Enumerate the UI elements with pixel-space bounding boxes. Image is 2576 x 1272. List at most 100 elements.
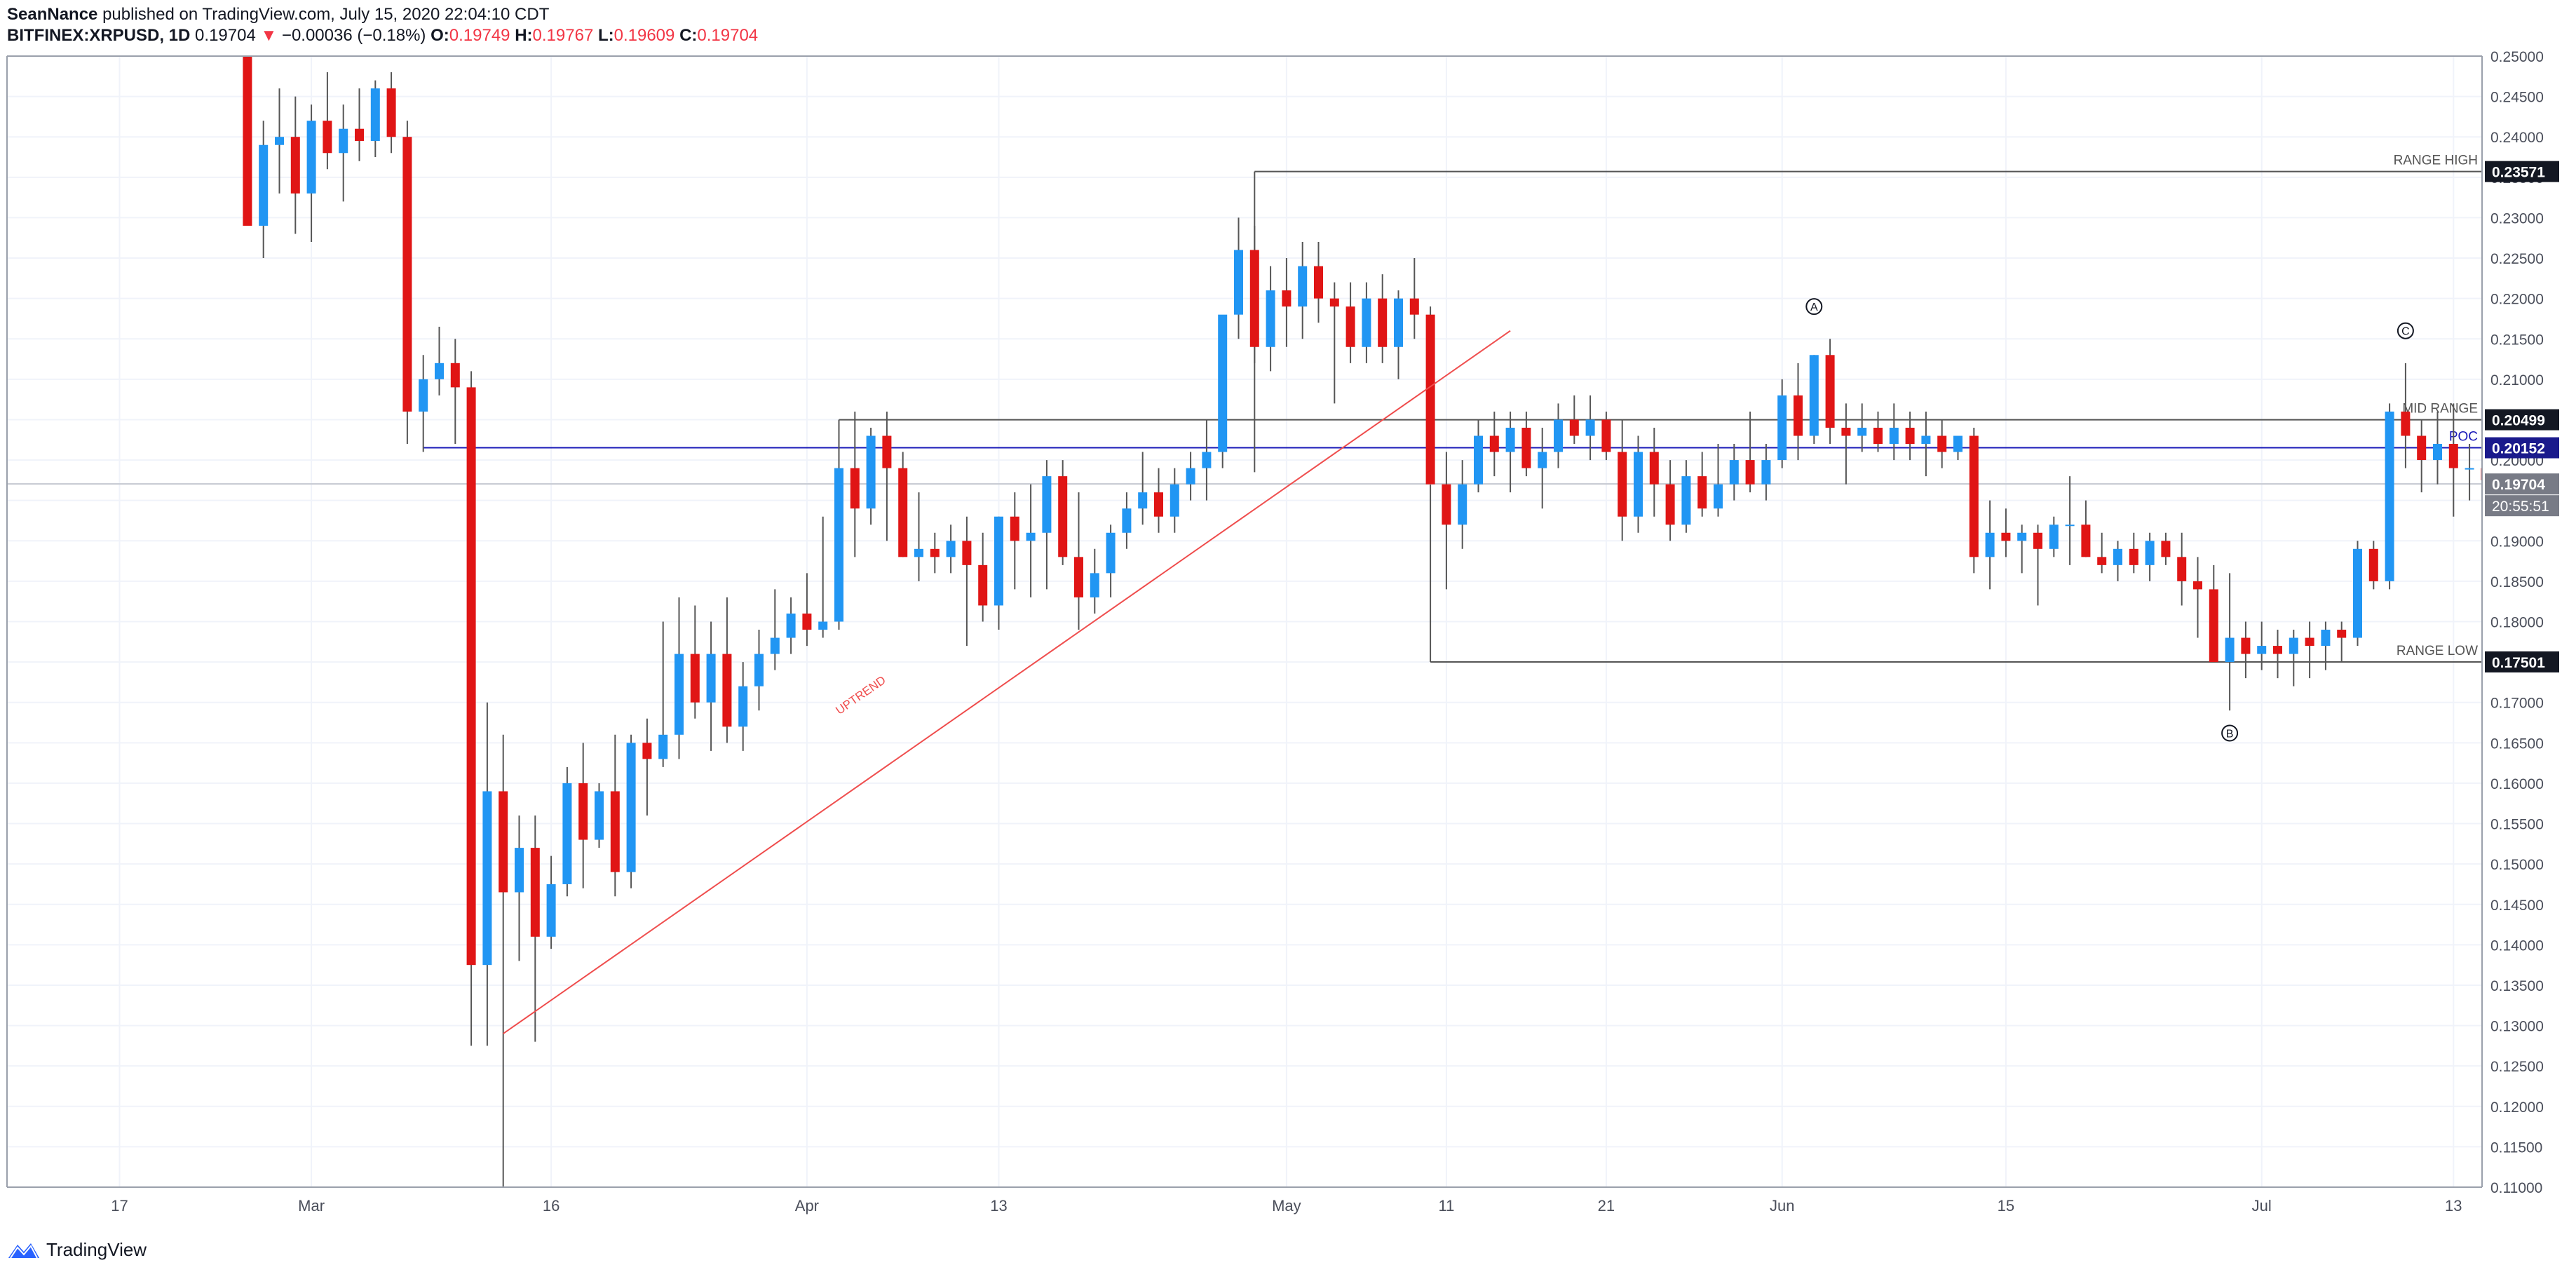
candle-up[interactable] xyxy=(1505,411,1515,493)
candle-down[interactable] xyxy=(1841,403,1851,485)
candle-up[interactable] xyxy=(946,525,956,574)
candle-down[interactable] xyxy=(1409,258,1419,339)
candle-up[interactable] xyxy=(1122,492,1132,549)
candle-up[interactable] xyxy=(306,104,316,242)
candle-up[interactable] xyxy=(2017,525,2027,574)
candle-up[interactable] xyxy=(259,121,269,259)
candle-down[interactable] xyxy=(1697,452,1707,517)
candle-down[interactable] xyxy=(1314,241,1323,323)
candle-up[interactable] xyxy=(1362,282,1371,363)
candle-down[interactable] xyxy=(1329,282,1339,404)
candle-down[interactable] xyxy=(466,371,476,1046)
candle-down[interactable] xyxy=(1489,411,1499,477)
candle-down[interactable] xyxy=(1745,411,1755,493)
candle-up[interactable] xyxy=(1634,435,1643,533)
candle-down[interactable] xyxy=(2273,630,2282,679)
candle-up[interactable] xyxy=(1777,379,1787,468)
time-axis[interactable]: 17Mar16Apr13May1121Jun15Jul13Aug17Sep14 xyxy=(111,1197,2576,1215)
candle-up[interactable] xyxy=(1298,241,1308,339)
candle-up[interactable] xyxy=(1953,435,1962,461)
candle-down[interactable] xyxy=(2209,564,2218,663)
candle-up[interactable] xyxy=(706,621,716,751)
candle-down[interactable] xyxy=(2033,525,2042,606)
candle-up[interactable] xyxy=(2321,621,2331,670)
candle-down[interactable] xyxy=(323,72,332,170)
candle-up[interactable] xyxy=(2225,573,2235,711)
candle-down[interactable] xyxy=(882,411,892,541)
candle-down[interactable] xyxy=(355,88,364,161)
candle-down[interactable] xyxy=(450,339,460,445)
candle-down[interactable] xyxy=(1969,427,1979,574)
candle-down[interactable] xyxy=(1282,258,1292,347)
candle-up[interactable] xyxy=(1474,419,1483,493)
candle-down[interactable] xyxy=(2097,532,2107,574)
candle-down[interactable] xyxy=(1154,468,1163,533)
candle-down[interactable] xyxy=(243,15,252,226)
candle-down[interactable] xyxy=(2081,500,2091,557)
candle-down[interactable] xyxy=(978,532,988,622)
candle-down[interactable] xyxy=(1074,492,1083,630)
tradingview-logo-icon[interactable] xyxy=(7,1239,41,1260)
candle-up[interactable] xyxy=(1921,411,1931,477)
candle-down[interactable] xyxy=(499,734,508,1187)
candle-up[interactable] xyxy=(1394,290,1403,379)
candle-up[interactable] xyxy=(1186,452,1195,501)
candle-up[interactable] xyxy=(2049,516,2059,557)
candle-up[interactable] xyxy=(562,766,572,897)
candle-down[interactable] xyxy=(930,532,940,574)
candle-down[interactable] xyxy=(1249,225,1259,363)
candle-up[interactable] xyxy=(754,630,764,711)
candle-up[interactable] xyxy=(1538,427,1547,509)
candle-up[interactable] xyxy=(834,435,843,630)
candle-up[interactable] xyxy=(435,326,444,395)
candle-up[interactable] xyxy=(546,855,556,949)
candle-up[interactable] xyxy=(1585,395,1595,461)
candle-down[interactable] xyxy=(1794,363,1803,461)
candle-up[interactable] xyxy=(2145,532,2155,581)
candle-down[interactable] xyxy=(402,121,412,445)
symbol-label[interactable]: BITFINEX:XRPUSD, 1D xyxy=(7,26,191,45)
candle-up[interactable] xyxy=(2065,476,2075,565)
candle-up[interactable] xyxy=(2385,403,2394,590)
author-name[interactable]: SeanNance xyxy=(7,5,98,24)
candle-down[interactable] xyxy=(1521,411,1531,477)
candle-down[interactable] xyxy=(530,816,540,1042)
candle-up[interactable] xyxy=(419,355,428,452)
candle-down[interactable] xyxy=(610,734,620,897)
candle-down[interactable] xyxy=(2001,508,2011,557)
candle-up[interactable] xyxy=(994,516,1003,630)
candle-up[interactable] xyxy=(770,589,780,670)
candle-down[interactable] xyxy=(1378,274,1388,363)
candle-up[interactable] xyxy=(1809,355,1819,445)
candle-up[interactable] xyxy=(1106,525,1116,597)
candle-down[interactable] xyxy=(1601,411,1611,461)
candle-down[interactable] xyxy=(1442,452,1451,590)
candle-down[interactable] xyxy=(1649,427,1659,517)
candle-up[interactable] xyxy=(1554,403,1563,468)
candle-up[interactable] xyxy=(2353,541,2362,647)
candle-down[interactable] xyxy=(2401,363,2411,468)
candle-up[interactable] xyxy=(1026,484,1036,597)
candle-up[interactable] xyxy=(482,702,492,1046)
candle-up[interactable] xyxy=(914,492,923,581)
candle-down[interactable] xyxy=(386,72,396,154)
candle-up[interactable] xyxy=(1889,403,1899,461)
candle-down[interactable] xyxy=(1345,282,1355,363)
candle-up[interactable] xyxy=(2257,621,2267,670)
candle-up[interactable] xyxy=(818,516,828,638)
candle-up[interactable] xyxy=(1714,444,1723,517)
candle-down[interactable] xyxy=(690,605,700,719)
candle-down[interactable] xyxy=(2448,403,2458,517)
candle-down[interactable] xyxy=(2305,621,2314,679)
candle-up[interactable] xyxy=(1458,460,1467,549)
candle-up[interactable] xyxy=(1985,500,1995,590)
price-axis[interactable]: 0.11000 0.11500 0.12000 0.12500 0.13000 0.135… xyxy=(2485,49,2559,1196)
candle-down[interactable] xyxy=(1425,306,1435,485)
candle-up[interactable] xyxy=(1042,460,1052,590)
candle-down[interactable] xyxy=(1825,339,1835,445)
candle-up[interactable] xyxy=(626,734,636,888)
candle-down[interactable] xyxy=(722,597,732,743)
candle-down[interactable] xyxy=(802,573,812,647)
candle-down[interactable] xyxy=(2241,621,2251,679)
